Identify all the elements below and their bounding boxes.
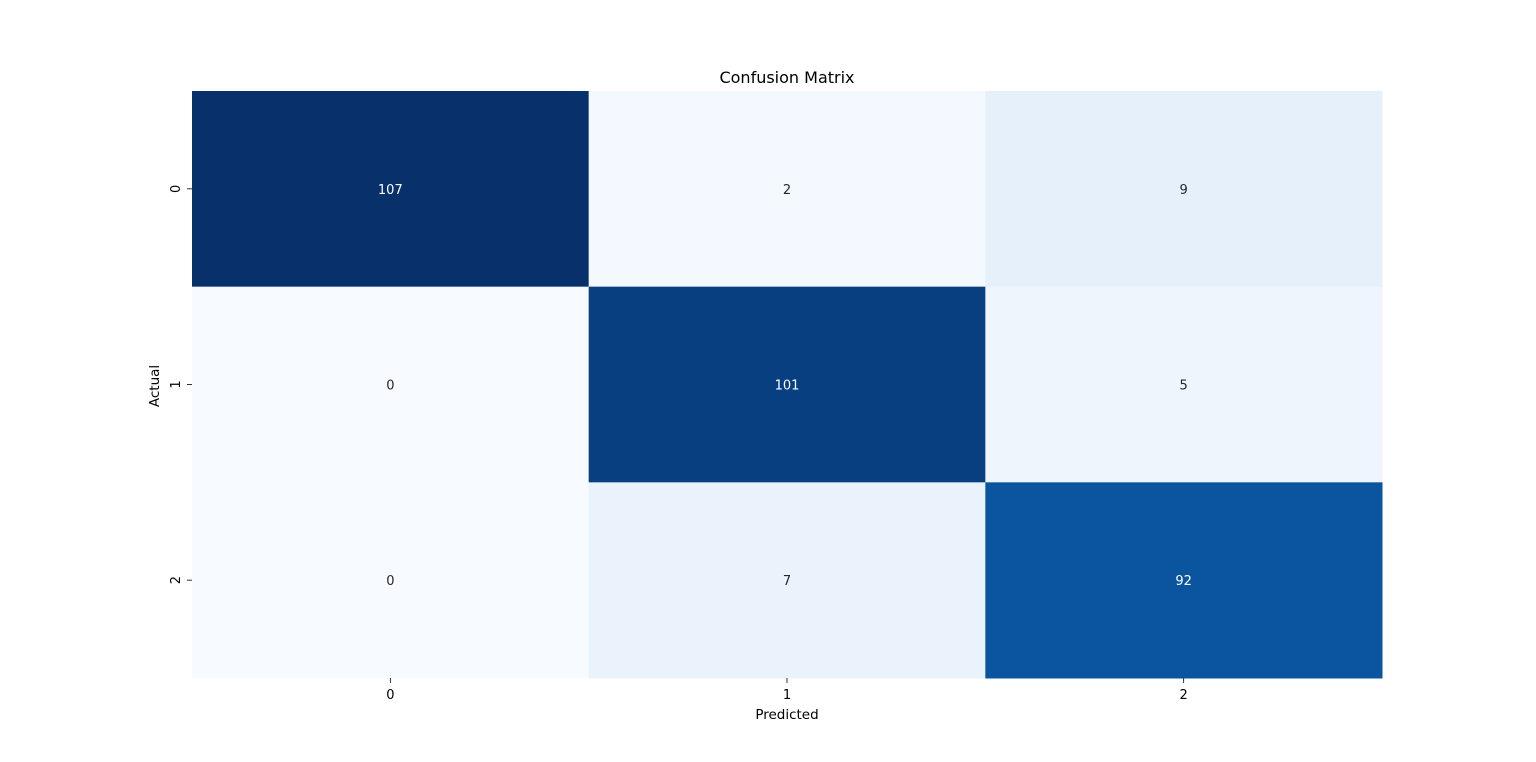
cell-value-label: 7 [783,574,791,589]
cell-value-label: 0 [386,574,394,589]
x-axis: 0 1 2 [386,678,1188,703]
cell-value-label: 5 [1180,379,1188,394]
x-tick-label: 2 [1180,688,1188,703]
heatmap-cell [588,91,986,288]
x-tick-label: 1 [783,688,791,703]
x-axis-label: Predicted [755,707,818,723]
heatmap-cell [588,482,986,679]
heatmap-cell [588,286,986,483]
y-tick-label: 2 [169,576,184,584]
cell-value-label: 2 [783,183,791,198]
heatmap-cell [192,482,590,679]
heatmap-cell [192,91,590,288]
cell-value-label: 9 [1180,183,1188,198]
cell-value-label: 101 [775,379,800,394]
heatmap-cell [192,286,590,483]
cell-value-label: 107 [378,183,403,198]
cell-value-label: 92 [1175,574,1192,589]
x-tick-label: 0 [386,688,394,703]
y-axis-label: Actual [147,365,163,407]
y-tick-label: 0 [169,185,184,193]
y-tick-label: 1 [169,380,184,388]
heatmap-cell [985,482,1383,679]
y-axis: 0 1 2 [169,185,192,584]
heatmap-cell [985,91,1383,288]
cell-value-label: 0 [386,379,394,394]
heatmap-cells: 107 2 9 0 101 5 0 7 92 [192,91,1383,679]
heatmap-cell [985,286,1383,483]
chart-title: Confusion Matrix [719,68,854,87]
